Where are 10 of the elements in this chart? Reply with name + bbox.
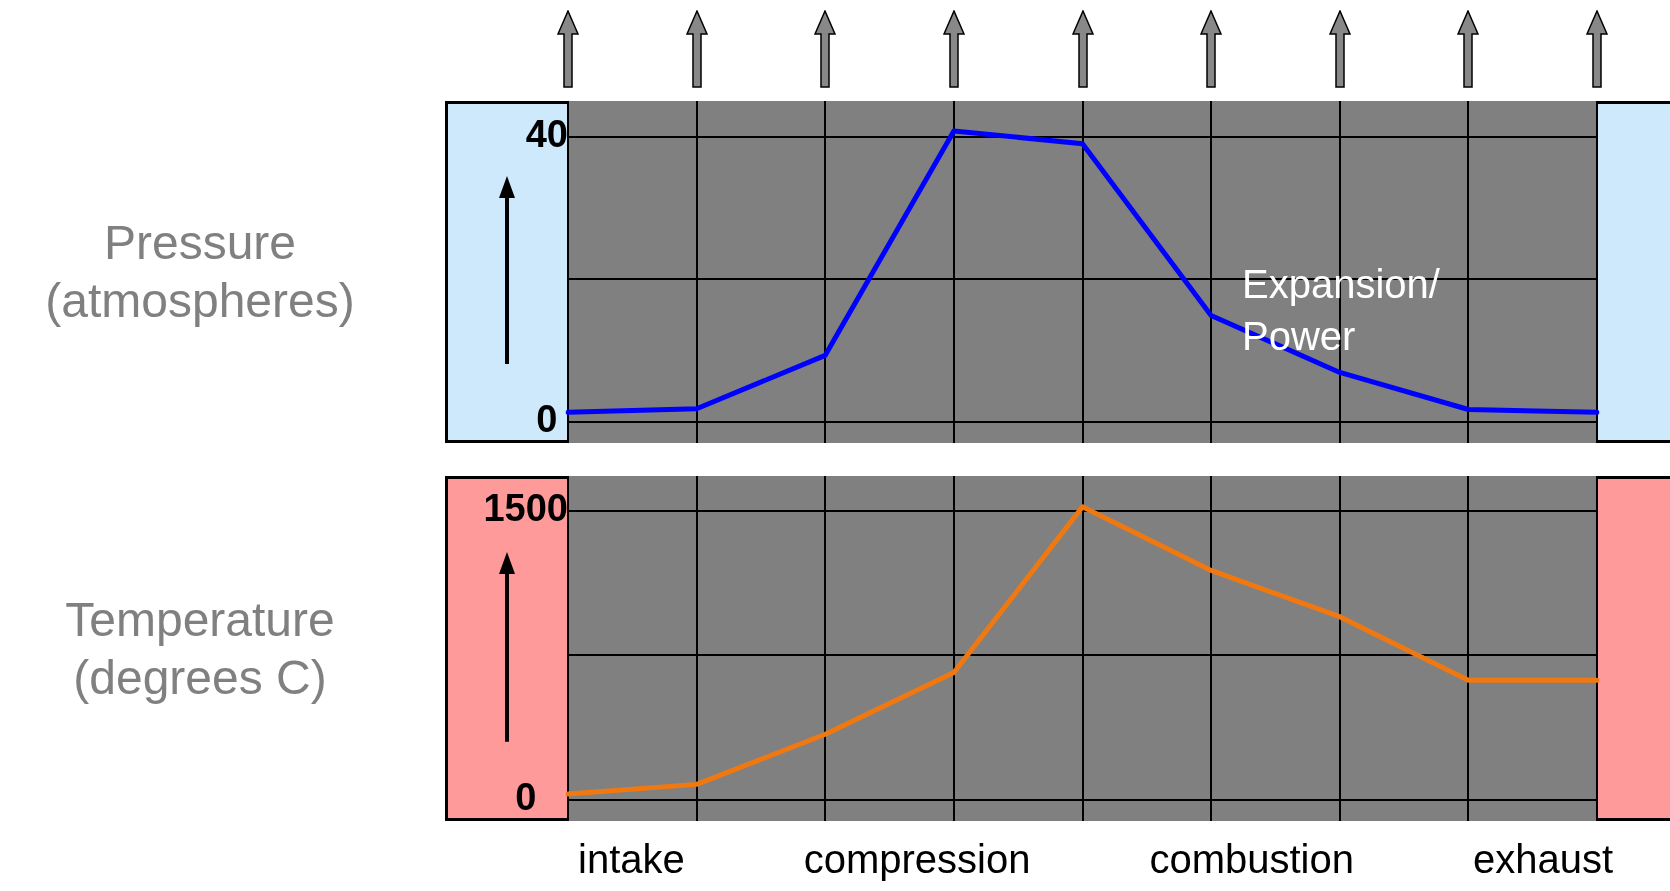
text: combustion [1149, 837, 1354, 882]
y-tick-label: 40 [525, 113, 569, 156]
text: compression [803, 837, 1031, 882]
y-axis-title: Pressure (atmospheres) [44, 215, 356, 329]
y-tick-label: 0 [515, 776, 537, 819]
y-tick-label: 1500 [483, 487, 569, 530]
y-axis-title: Temperature (degrees C) [64, 591, 336, 706]
text: exhaust [1472, 837, 1613, 882]
text: intake [578, 837, 685, 882]
y-tick-label: 0 [536, 398, 558, 441]
